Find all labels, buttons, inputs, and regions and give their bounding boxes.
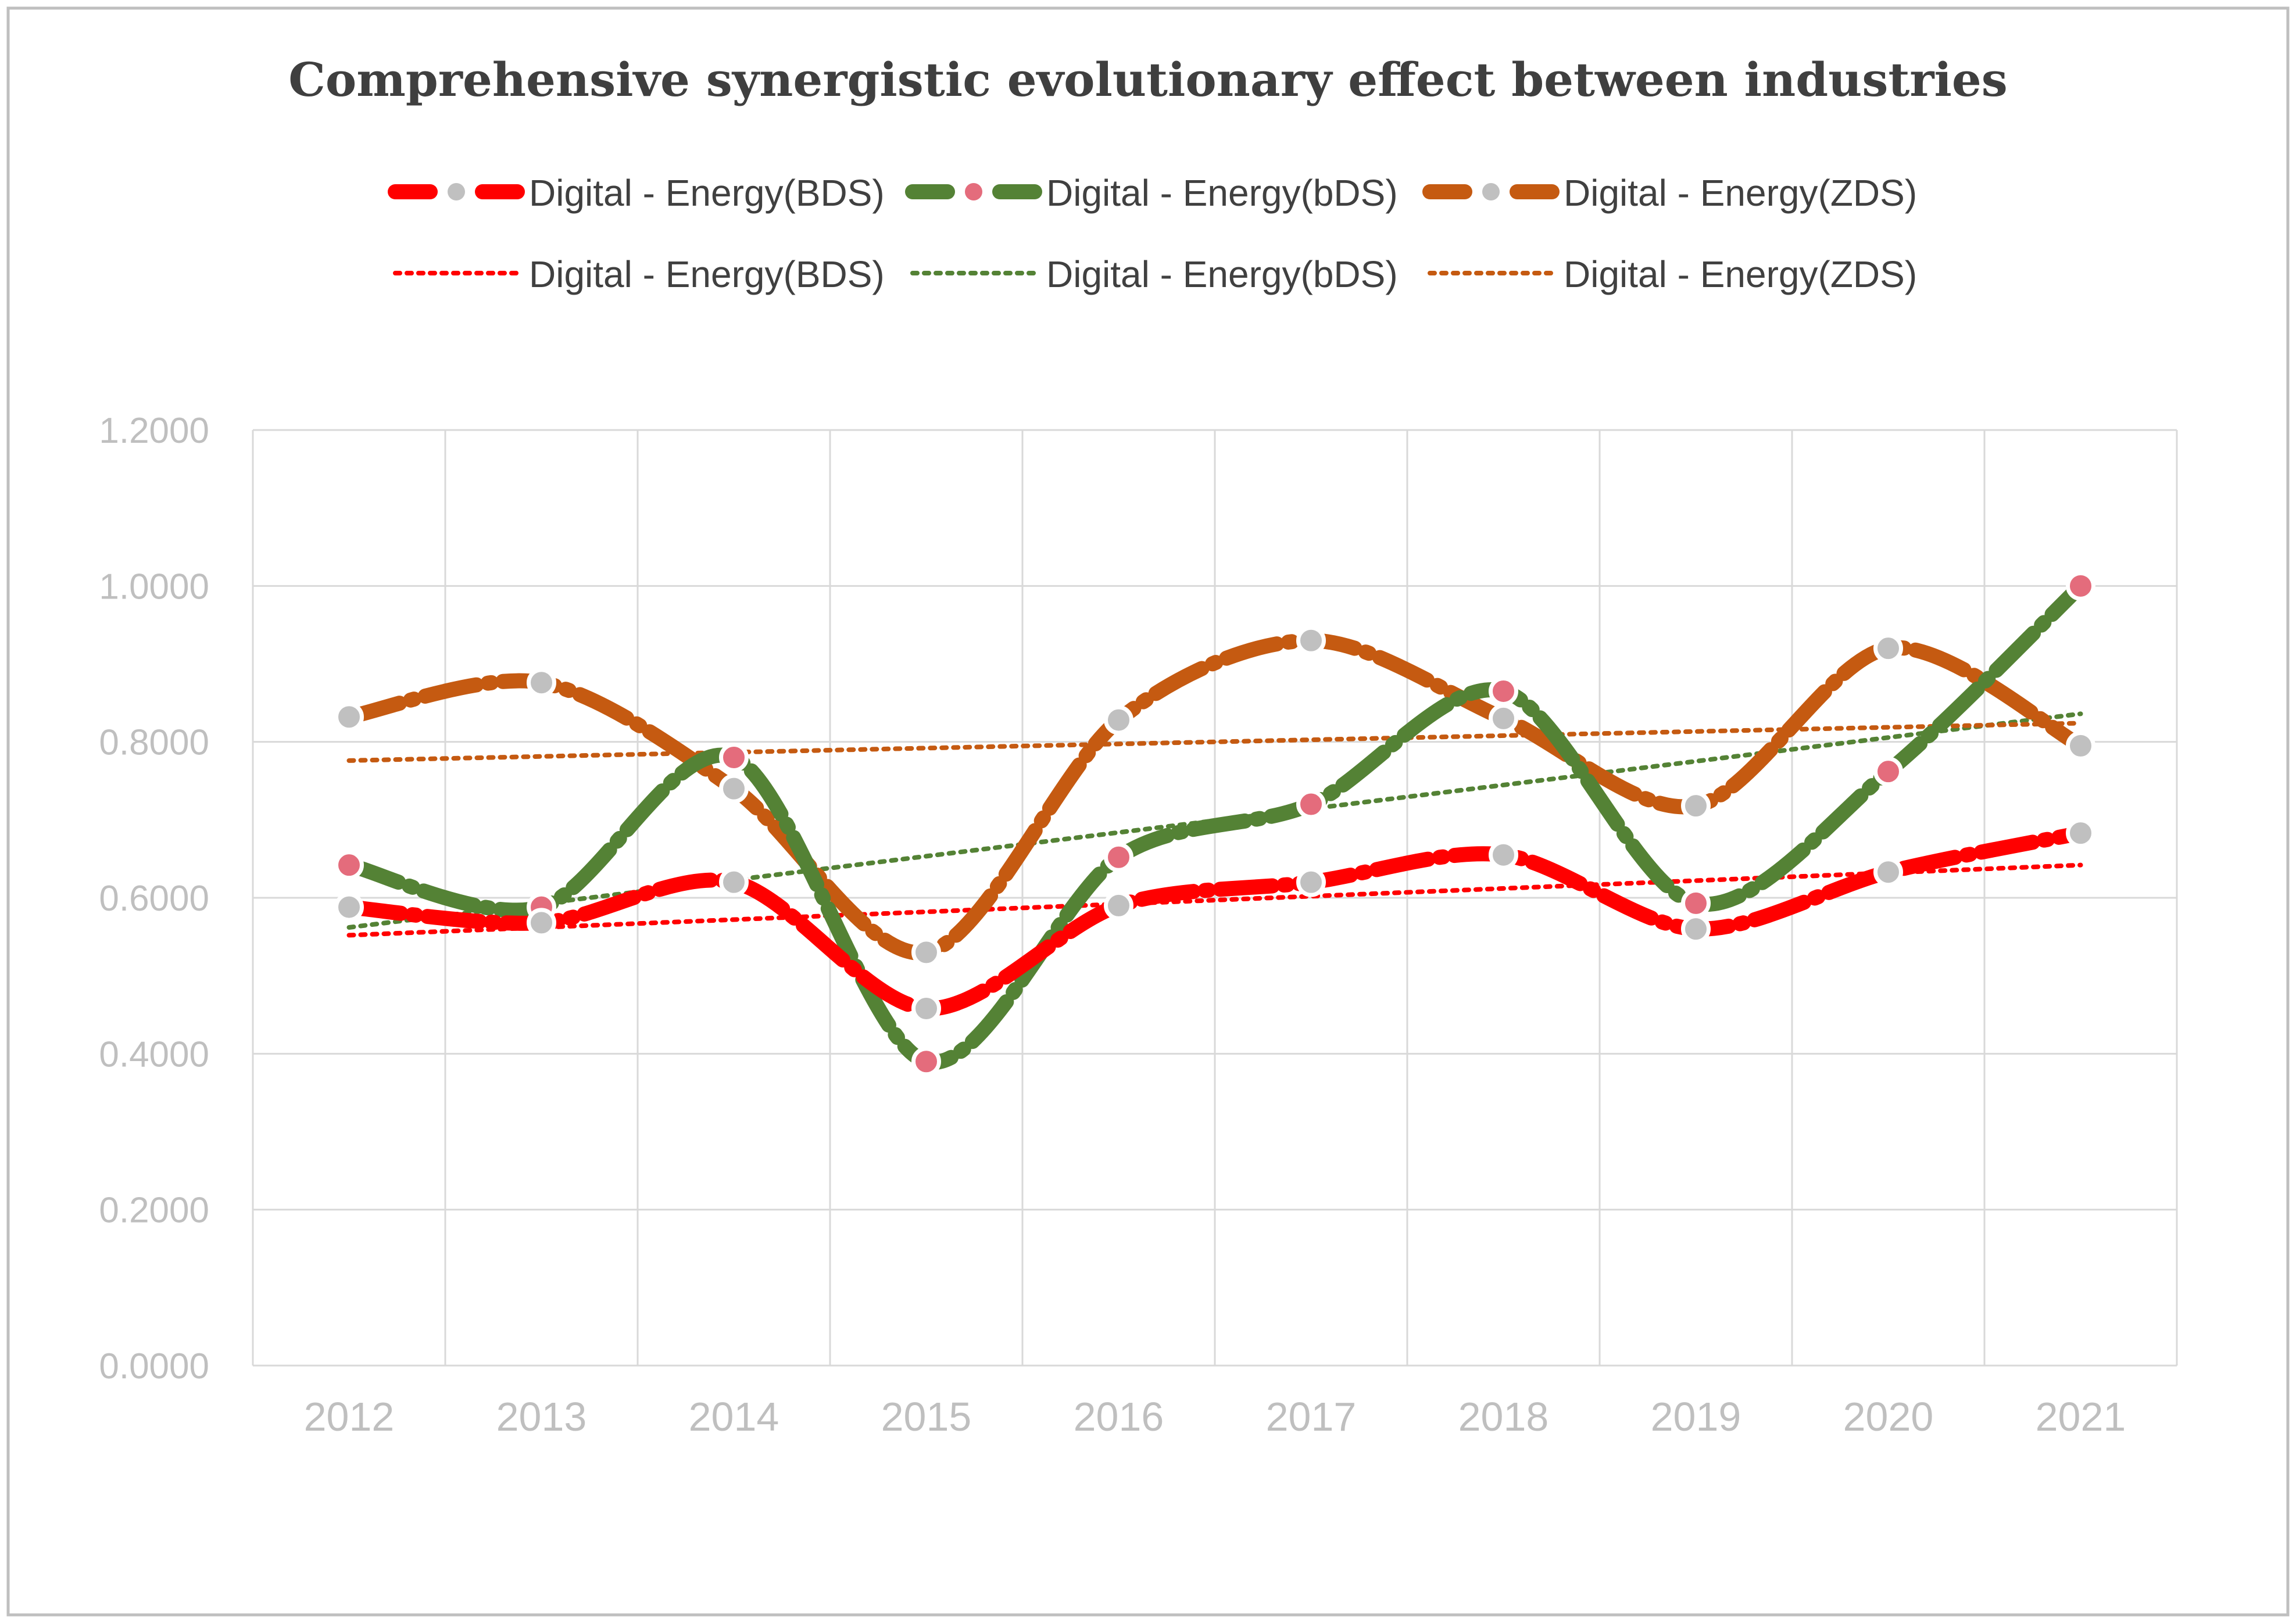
legend-marker: [448, 183, 465, 200]
y-tick-label: 0.0000: [99, 1346, 209, 1386]
data-point: [911, 994, 941, 1024]
data-point: [334, 892, 364, 922]
data-point: [719, 773, 749, 804]
y-tick-label: 1.0000: [99, 567, 209, 607]
x-tick-label: 2012: [304, 1394, 395, 1439]
x-tick-label: 2014: [689, 1394, 779, 1439]
x-tick-label: 2013: [496, 1394, 587, 1439]
data-point: [1873, 633, 1903, 664]
data-point: [527, 908, 556, 938]
x-tick-label: 2016: [1074, 1394, 1164, 1439]
data-point: [1681, 791, 1711, 821]
data-point: [719, 743, 749, 772]
trendline: [346, 862, 2083, 938]
data-point: [911, 937, 941, 968]
data-point: [1104, 705, 1133, 735]
data-point: [1296, 625, 1326, 655]
y-tick-label: 0.6000: [99, 879, 209, 919]
legend-label: Digital - Energy(BDS): [529, 172, 885, 214]
data-point: [1873, 857, 1903, 887]
y-tick-label: 0.8000: [99, 723, 209, 763]
y-axis: 0.0000 0.2000 0.4000 0.6000 0.8000 1.0000 1.20…: [99, 411, 209, 1386]
data-point: [1296, 789, 1326, 819]
chart-border: [6, 6, 2290, 1617]
data-point: [527, 668, 556, 698]
series-line: [341, 633, 2088, 961]
chart-title: Comprehensive synergistic evolutionary e…: [288, 52, 2008, 107]
legend-marker: [1482, 183, 1500, 200]
x-axis: 2012 2013 2014 2015 2016 2017 2018 2019 2020 2021: [304, 1394, 2126, 1439]
x-tick-label: 2019: [1651, 1394, 1741, 1439]
data-point: [1104, 842, 1133, 872]
x-tick-label: 2017: [1266, 1394, 1357, 1439]
data-point: [1104, 890, 1133, 920]
series-line: [341, 578, 2088, 1070]
data-point: [1681, 914, 1711, 944]
legend-trend-label: Digital - Energy(ZDS): [1564, 253, 1917, 295]
data-point: [1489, 840, 1518, 870]
data-point: [1296, 867, 1326, 897]
data-point: [2066, 730, 2095, 761]
data-point: [334, 702, 364, 732]
y-tick-label: 0.4000: [99, 1034, 209, 1074]
data-point: [1873, 757, 1903, 787]
data-point: [719, 867, 749, 897]
legend-marker: [965, 183, 982, 200]
series-line: [341, 825, 2088, 1016]
legend-label: Digital - Energy(bDS): [1046, 172, 1398, 214]
x-tick-label: 2021: [2036, 1394, 2126, 1439]
y-tick-label: 1.2000: [99, 411, 209, 451]
legend: Digital - Energy(BDS) Digital - Energy(bD…: [388, 172, 1917, 295]
x-tick-label: 2015: [881, 1394, 972, 1439]
data-point: [1489, 676, 1518, 706]
data-point: [334, 850, 364, 880]
legend-trend-label: Digital - Energy(bDS): [1046, 253, 1398, 295]
legend-trend-label: Digital - Energy(BDS): [529, 253, 885, 295]
data-point: [2066, 818, 2095, 848]
y-tick-label: 0.2000: [99, 1191, 209, 1231]
legend-label: Digital - Energy(ZDS): [1564, 172, 1917, 214]
data-point: [1489, 703, 1518, 733]
data-point: [1681, 888, 1711, 918]
series-lines: [341, 578, 2088, 1070]
x-tick-label: 2018: [1458, 1394, 1549, 1439]
data-point: [911, 1047, 941, 1077]
series-markers: [334, 571, 2095, 1077]
x-tick-label: 2020: [1843, 1394, 1934, 1439]
plot-grid: [252, 429, 2178, 1367]
data-point: [2066, 571, 2095, 601]
